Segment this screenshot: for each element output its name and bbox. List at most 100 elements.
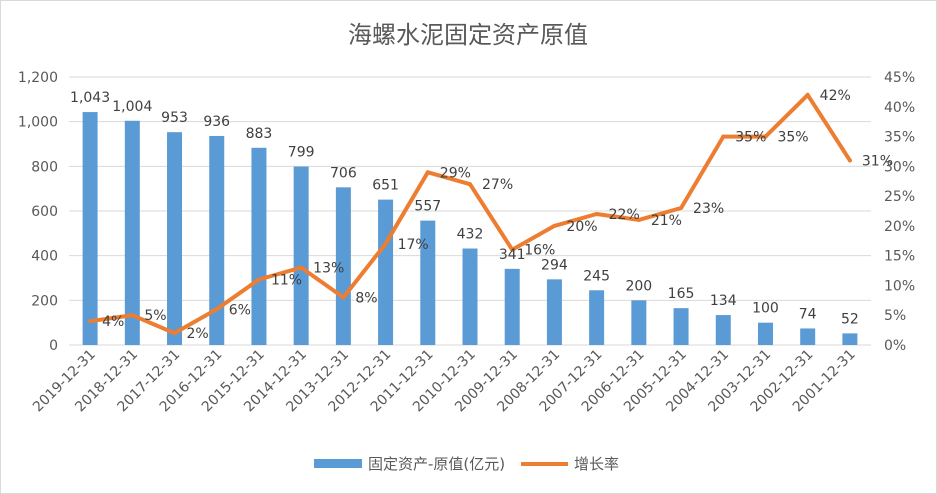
y-left-tick-label: 1,200 <box>18 70 58 86</box>
y-left-tick-label: 400 <box>31 249 58 265</box>
line-data-labels: 4% 5% 2% 6% 11% 13% 8% 17% 29% 27% 16% 20% 22% 21% 23%… <box>102 88 893 342</box>
line-point <box>510 247 515 252</box>
bar-data-label: 134 <box>710 293 737 309</box>
bar <box>293 166 309 345</box>
legend-bar-swatch <box>314 459 362 468</box>
bar <box>124 120 140 345</box>
legend-bar-label: 固定资产-原值(亿元) <box>368 455 505 473</box>
legend: 固定资产-原值(亿元) 增长率 <box>314 455 619 473</box>
chart-title: 海螺水泥固定资产原值 <box>348 21 588 49</box>
line-data-label: 31% <box>862 153 893 169</box>
bar-data-label: 706 <box>330 165 357 181</box>
y-left-tick-label: 1,000 <box>18 115 58 131</box>
line-data-label: 23% <box>693 201 724 217</box>
line-point <box>636 217 641 222</box>
bar <box>589 290 605 345</box>
line-data-label: 22% <box>609 207 640 223</box>
y-left-tick-label: 800 <box>31 159 58 175</box>
y-axis-left: 0 200 400 600 800 1,000 1,200 <box>18 70 58 354</box>
bar <box>167 132 183 345</box>
bar <box>420 220 436 345</box>
line-point <box>552 223 557 228</box>
y-right-tick-label: 30% <box>884 159 915 175</box>
y-right-tick-label: 10% <box>884 278 915 294</box>
y-left-tick-label: 600 <box>31 204 58 220</box>
bar <box>757 322 773 345</box>
bar <box>462 248 478 345</box>
y-right-tick-label: 25% <box>884 189 915 205</box>
bar <box>378 199 394 345</box>
line-point <box>468 182 472 187</box>
line-data-label: 17% <box>398 237 429 253</box>
y-right-tick-label: 20% <box>884 219 915 235</box>
line-data-label: 20% <box>566 219 597 235</box>
bar-data-label: 1,043 <box>70 90 110 106</box>
line-data-label: 35% <box>777 130 808 146</box>
bar-data-label: 557 <box>414 199 441 215</box>
bar-data-label: 883 <box>246 126 273 142</box>
bar-data-label: 52 <box>841 311 859 327</box>
bar-data-label: 936 <box>203 114 230 130</box>
line-point <box>172 331 177 336</box>
y-left-tick-label: 200 <box>31 293 58 309</box>
line-data-label: 6% <box>229 302 251 318</box>
line-point <box>88 319 93 324</box>
bar <box>673 308 689 345</box>
bar <box>842 333 858 345</box>
bar <box>800 328 816 345</box>
bar <box>631 300 647 345</box>
line-data-label: 8% <box>355 290 377 306</box>
line-data-label: 42% <box>820 88 851 104</box>
bar-data-label: 432 <box>457 227 484 243</box>
y-right-tick-label: 15% <box>884 249 915 265</box>
line-point <box>383 241 388 246</box>
line-data-label: 13% <box>313 261 344 277</box>
bar-data-label: 165 <box>668 286 695 302</box>
line-data-label: 11% <box>271 272 302 288</box>
bar-data-label: 100 <box>752 301 779 317</box>
line-point <box>847 158 852 163</box>
bar <box>209 135 225 345</box>
line-data-label: 27% <box>482 177 513 193</box>
bar <box>504 268 520 345</box>
bar-series <box>82 112 858 346</box>
bar-data-label: 1,004 <box>112 99 152 115</box>
line-point <box>679 206 684 211</box>
bar-data-label: 799 <box>288 145 315 161</box>
line-data-label: 35% <box>735 130 766 146</box>
line-data-label: 4% <box>102 314 124 330</box>
line-point <box>721 134 726 139</box>
line-data-label: 2% <box>187 326 209 342</box>
line-point <box>256 277 261 282</box>
bar-data-label: 245 <box>583 268 610 284</box>
line-point <box>299 265 304 270</box>
line-data-label: 16% <box>524 243 555 259</box>
line-data-label: 21% <box>651 213 682 229</box>
y-axis-right: 0% 5% 10% 15% 20% 25% 30% 35% 40% 45% <box>884 70 915 354</box>
bar-data-label: 341 <box>499 247 526 263</box>
line-point <box>425 170 430 175</box>
bar-data-label: 651 <box>372 178 399 194</box>
bar-data-label: 953 <box>161 110 188 126</box>
y-right-tick-label: 5% <box>884 308 906 324</box>
legend-line-label: 增长率 <box>574 455 619 473</box>
bar-data-label: 294 <box>541 257 568 273</box>
line-series <box>88 92 852 336</box>
y-right-tick-label: 0% <box>884 338 906 354</box>
bar <box>251 147 267 345</box>
bar-data-label: 200 <box>625 278 652 294</box>
line-point <box>805 92 810 97</box>
line-point <box>341 295 346 300</box>
bar <box>715 315 731 345</box>
line-data-label: 5% <box>144 308 166 324</box>
y-right-tick-label: 35% <box>884 130 915 146</box>
bar <box>82 112 98 346</box>
line-data-label: 29% <box>440 165 471 181</box>
bar <box>546 279 562 345</box>
y-right-tick-label: 40% <box>884 100 915 116</box>
bar-data-label: 74 <box>799 306 817 322</box>
line-point <box>763 134 768 139</box>
line-point <box>214 307 219 312</box>
